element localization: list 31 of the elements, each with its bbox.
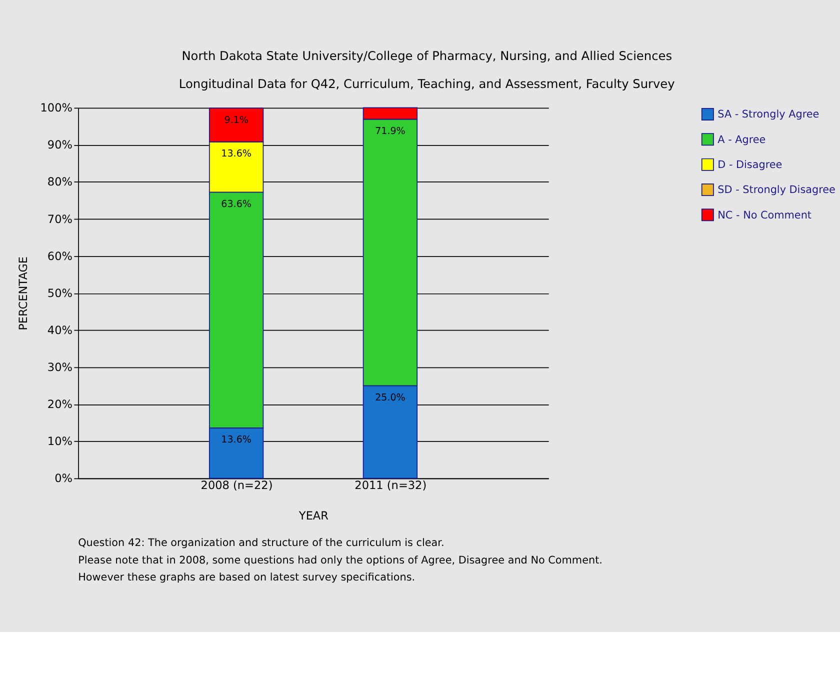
- x-tick-label: 2011 (n=32): [354, 479, 427, 492]
- legend-label: SD - Strongly Disagree: [718, 184, 836, 196]
- text: Please note that in 2008, some questions had only the options of Agree, Disagree and No Comment.: [78, 554, 602, 566]
- legend-label: A - Agree: [718, 134, 766, 146]
- chart-subtitle: Longitudinal Data for Q42, Curriculum, Teaching, and Assessment, Faculty Survey: [178, 76, 675, 91]
- data-label: 71.9%: [375, 126, 406, 137]
- data-label: 13.6%: [221, 148, 252, 160]
- data-label: 13.6%: [221, 434, 252, 446]
- data-label: 25.0%: [375, 392, 406, 404]
- y-axis-title: PERCENTAGE: [17, 256, 30, 330]
- y-tick-label: 50%: [47, 286, 73, 300]
- legend-label: D - Disagree: [718, 159, 782, 172]
- y-tick-label: 90%: [47, 138, 73, 152]
- text: Question 42: The organization and structure of the curriculum is clear.: [78, 536, 444, 549]
- x-tick-label: 2008 (n=22): [200, 479, 273, 492]
- y-tick-label: 20%: [47, 398, 73, 412]
- chart-title: North Dakota State University/College of Pharmacy, Nursing, and Allied Sciences: [182, 49, 672, 64]
- y-tick-label: 0%: [54, 472, 73, 486]
- data-label: 9.1%: [224, 114, 248, 126]
- y-tick-label: 100%: [40, 102, 73, 115]
- x-axis-title: YEAR: [298, 509, 329, 522]
- y-tick-label: 70%: [47, 212, 73, 226]
- text: However these graphs are based on latest survey specifications.: [78, 572, 416, 584]
- y-tick-label: 60%: [47, 250, 73, 263]
- legend-label: NC - No Comment: [718, 209, 812, 222]
- y-tick-label: 40%: [47, 324, 73, 337]
- legend-label: SA - Strongly Agree: [718, 108, 820, 121]
- y-tick-label: 30%: [47, 361, 73, 374]
- y-tick-label: 10%: [47, 435, 73, 448]
- y-tick-label: 80%: [47, 176, 73, 189]
- data-label: 63.6%: [221, 198, 252, 210]
